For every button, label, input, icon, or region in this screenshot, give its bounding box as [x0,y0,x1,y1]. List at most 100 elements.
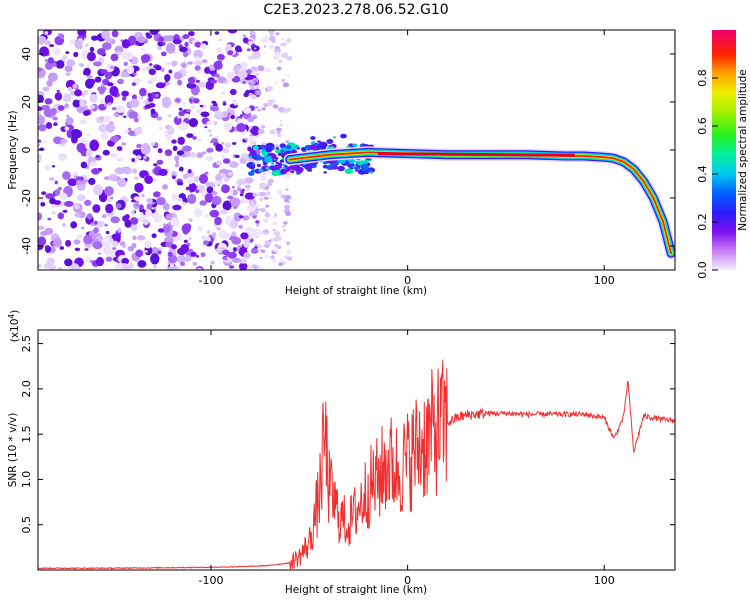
noise-blob [215,143,223,152]
noise-blob [85,43,89,48]
noise-blob [285,211,291,217]
signal-blob [360,163,369,170]
noise-blob [144,245,153,256]
noise-blob [206,229,211,234]
noise-blob [93,184,103,196]
noise-blob [115,51,123,56]
noise-blob [275,32,280,36]
noise-blob [217,76,227,84]
noise-blob [285,38,292,43]
noise-blob [40,202,46,207]
signal-blob [344,168,353,175]
noise-blob [261,86,264,90]
noise-blob [39,46,50,57]
noise-blob [70,221,78,229]
noise-blob [38,67,43,72]
noise-blob [182,34,190,40]
noise-blob [268,240,272,242]
noise-blob [153,163,158,167]
noise-blob [285,241,291,245]
noise-blob [200,111,210,118]
x-tick-label: 100 [594,274,615,287]
noise-blob [264,243,270,249]
noise-blob [155,82,166,89]
noise-blob [162,41,166,46]
noise-blob [251,50,261,60]
noise-blob [178,166,184,172]
noise-blob [185,186,190,191]
x-tick-label: 100 [594,574,615,587]
noise-blob [277,189,283,195]
noise-blob [210,105,219,112]
noise-blob [146,198,153,204]
signal-blob [283,151,288,155]
noise-blob [45,193,55,200]
noise-blob [82,71,87,75]
noise-blob [45,122,53,129]
signal-blob [340,133,347,139]
noise-blob [287,124,290,127]
noise-blob [231,185,235,189]
noise-blob [282,261,286,265]
noise-blob [255,220,260,224]
noise-blob [109,65,115,70]
noise-blob [258,197,264,202]
noise-blob [222,158,231,164]
noise-blob [249,79,253,83]
noise-blob [141,48,145,51]
noise-blob [265,211,269,213]
noise-blob [62,209,68,213]
noise-blob [273,30,276,33]
noise-blob [76,179,82,186]
noise-blob [193,176,200,183]
noise-blob [256,230,264,236]
noise-blob [199,104,204,108]
noise-blob [38,264,42,268]
noise-blob [283,107,290,113]
noise-blob [175,160,180,165]
noise-blob [92,241,103,250]
noise-blob [101,30,111,40]
noise-blob [76,142,86,153]
noise-blob [226,43,232,49]
noise-blob [77,30,87,37]
noise-blob [223,257,228,261]
noise-blob [265,67,272,73]
noise-blob [264,254,270,259]
noise-blob [264,212,270,218]
noise-blob [213,120,218,126]
noise-blob [67,86,73,92]
noise-blob [244,227,254,235]
noise-blob [238,215,244,219]
noise-blob [107,198,112,202]
noise-blob [244,177,254,184]
noise-blob [38,197,44,203]
colorbar-label: Normalized spectral amplitude [737,69,749,230]
noise-blob [261,123,264,126]
noise-blob [276,131,281,135]
noise-blob [182,145,192,152]
noise-blob [91,35,98,41]
noise-blob [246,69,252,75]
noise-blob [101,83,105,88]
y-tick-label: 1.0 [20,471,33,489]
noise-blob [44,61,54,70]
noise-blob [103,176,110,181]
noise-blob [96,220,106,227]
noise-blob [177,197,183,202]
signal-blob [331,165,338,170]
noise-blob [174,155,180,162]
noise-blob [136,235,146,241]
noise-blob [252,70,257,74]
noise-blob [249,126,253,129]
noise-blob [236,123,247,132]
noise-blob [62,93,72,103]
noise-blob [214,31,220,35]
noise-blob [285,249,292,255]
noise-blob [103,103,107,107]
x-tick-label: -100 [199,274,224,287]
noise-blob [214,110,224,120]
noise-blob [49,177,55,181]
noise-blob [104,223,108,227]
noise-blob [287,74,290,77]
